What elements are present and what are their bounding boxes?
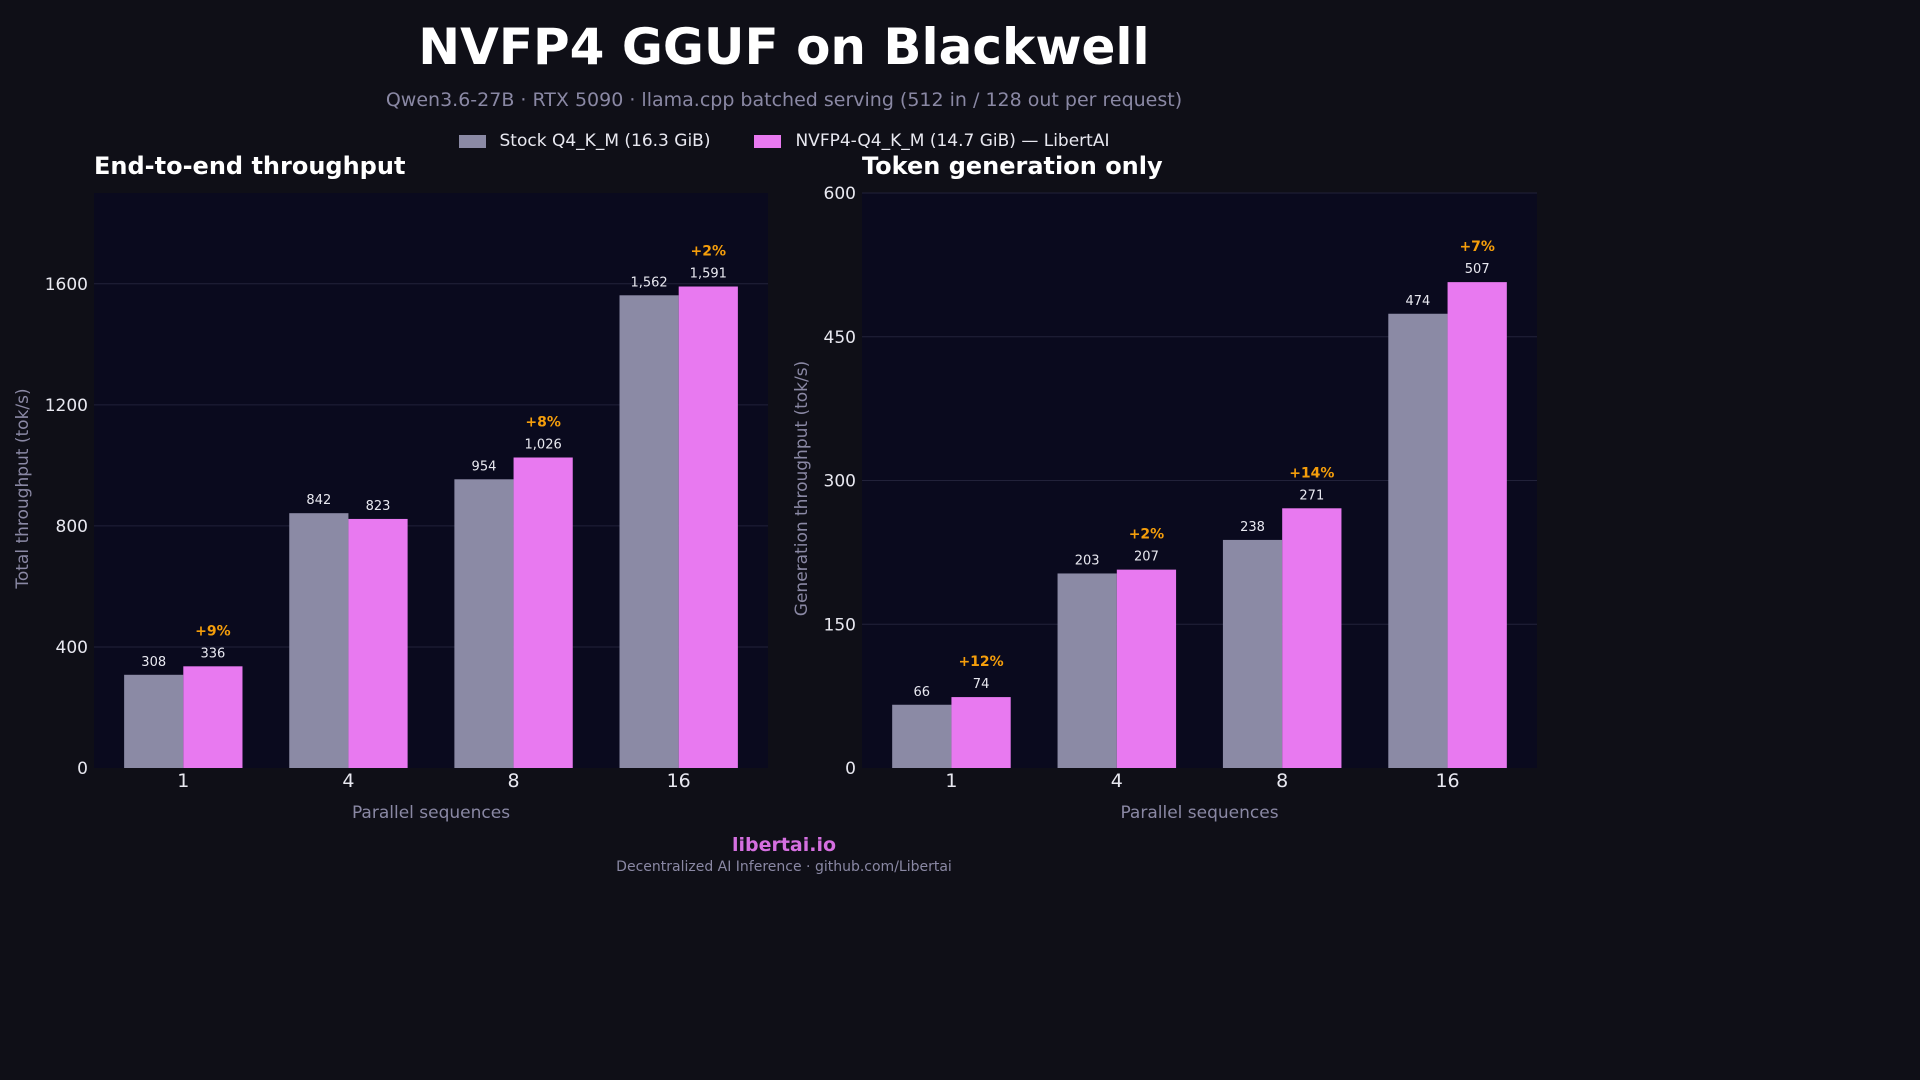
- token-gen-bar-stock: [1388, 313, 1448, 768]
- throughput-data-label: 842: [306, 493, 331, 508]
- throughput-bar-nvfp4: [678, 286, 738, 768]
- legend-label-stock: Stock Q4_K_M (16.3 GiB): [499, 131, 711, 151]
- legend-label-nvfp4: NVFP4-Q4_K_M (14.7 GiB) — LibertAI: [795, 131, 1110, 151]
- throughput-data-label: 1,562: [630, 275, 667, 290]
- throughput-data-label: 1,591: [690, 267, 727, 282]
- legend-item-stock: Stock Q4_K_M (16.3 GiB): [458, 131, 711, 151]
- throughput-x-tick-label: 4: [342, 770, 354, 792]
- token-gen-bar-nvfp4: [1447, 282, 1507, 768]
- token-gen-x-axis-label: Parallel sequences: [1120, 803, 1278, 823]
- page-title: NVFP4 GGUF on Blackwell: [418, 18, 1150, 76]
- token-gen-data-label: 207: [1134, 550, 1159, 565]
- token-gen-bar-nvfp4: [1116, 569, 1177, 768]
- throughput-bar-nvfp4: [348, 518, 408, 768]
- throughput-data-label: 954: [472, 459, 497, 474]
- throughput-data-label: 1,026: [525, 438, 562, 453]
- throughput-y-tick-label: 800: [56, 517, 88, 537]
- throughput-data-label: 308: [141, 655, 166, 670]
- token-gen-data-label: 66: [914, 685, 931, 700]
- legend-item-nvfp4: NVFP4-Q4_K_M (14.7 GiB) — LibertAI: [754, 131, 1109, 151]
- token-gen-y-tick-label: 150: [824, 615, 856, 635]
- throughput-bar-stock: [124, 674, 184, 768]
- footer-text: Decentralized AI Inference · github.com/…: [616, 859, 952, 875]
- token-gen-y-axis-label: Generation throughput (tok/s): [792, 361, 812, 616]
- throughput-gain-annotation: +2%: [691, 244, 727, 260]
- throughput-y-tick-label: 1600: [45, 275, 88, 295]
- token-gen-data-label: 271: [1299, 488, 1324, 503]
- legend-swatch-nvfp4: [754, 134, 782, 148]
- throughput-x-tick-label: 8: [508, 770, 520, 792]
- page-subtitle: Qwen3.6-27B · RTX 5090 · llama.cpp batch…: [385, 89, 1183, 111]
- brand-link: libertai.io: [731, 834, 837, 856]
- token-gen-x-tick-label: 4: [1111, 770, 1123, 792]
- throughput-x-axis-label: Parallel sequences: [352, 803, 510, 823]
- token-gen-bar-nvfp4: [1282, 508, 1342, 768]
- token-gen-x-tick-label: 1: [945, 770, 957, 792]
- throughput-x-tick-label: 16: [667, 770, 691, 792]
- token-gen-x-tick-label: 16: [1435, 770, 1459, 792]
- token-gen-gain-annotation: +7%: [1459, 239, 1495, 255]
- throughput-bar-stock: [619, 295, 679, 768]
- throughput-y-tick-label: 0: [77, 759, 88, 779]
- token-gen-data-label: 74: [973, 677, 990, 692]
- throughput-x-tick-label: 1: [177, 770, 189, 792]
- token-gen-bar-stock: [1222, 539, 1283, 768]
- legend-swatch-stock: [458, 134, 486, 148]
- chart-title-token-generation: Token generation only: [862, 152, 1163, 180]
- token-gen-data-label: 203: [1075, 553, 1100, 568]
- token-gen-data-label: 507: [1465, 262, 1490, 277]
- throughput-gain-annotation: +8%: [525, 415, 561, 431]
- token-gen-data-label: 474: [1406, 294, 1431, 309]
- token-gen-y-tick-label: 600: [824, 184, 856, 204]
- token-gen-bar-nvfp4: [951, 697, 1011, 768]
- token-gen-y-tick-label: 450: [824, 328, 856, 348]
- token-gen-gain-annotation: +12%: [958, 654, 1003, 670]
- throughput-gain-annotation: +9%: [195, 623, 231, 639]
- throughput-bar-nvfp4: [513, 457, 573, 768]
- throughput-y-tick-label: 1200: [45, 396, 88, 416]
- token-gen-gain-annotation: +2%: [1129, 527, 1165, 543]
- token-gen-bar-stock: [892, 704, 952, 768]
- legend: Stock Q4_K_M (16.3 GiB) NVFP4-Q4_K_M (14…: [0, 131, 1568, 151]
- token-gen-y-tick-label: 0: [845, 759, 856, 779]
- throughput-y-tick-label: 400: [56, 638, 88, 658]
- throughput-bar-stock: [289, 513, 349, 768]
- chart-title-throughput: End-to-end throughput: [94, 152, 406, 180]
- throughput-y-axis-label: Total throughput (tok/s): [13, 388, 33, 589]
- token-gen-gain-annotation: +14%: [1289, 465, 1334, 481]
- throughput-data-label: 823: [366, 499, 391, 514]
- token-gen-y-tick-label: 300: [824, 472, 856, 492]
- throughput-bar-nvfp4: [183, 666, 243, 768]
- throughput-bar-stock: [454, 479, 514, 768]
- throughput-data-label: 336: [200, 646, 225, 661]
- token-gen-x-tick-label: 8: [1276, 770, 1288, 792]
- token-gen-data-label: 238: [1240, 520, 1265, 535]
- token-gen-bar-stock: [1057, 573, 1117, 768]
